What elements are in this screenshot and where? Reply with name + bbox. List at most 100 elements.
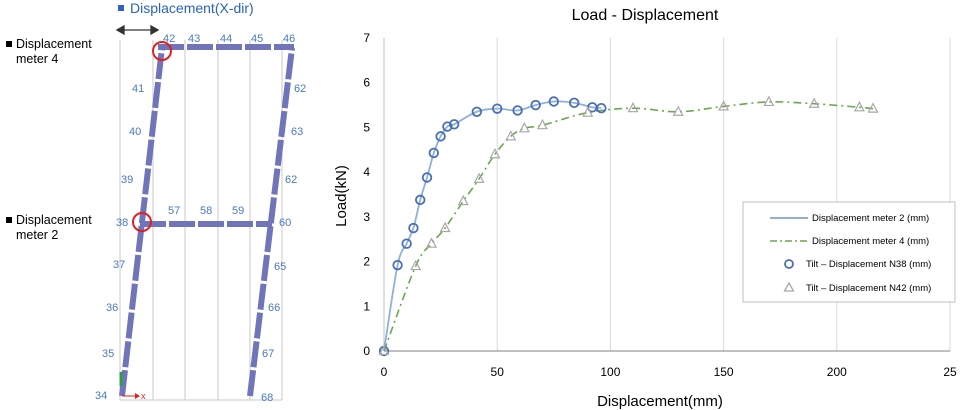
- data-point-n38: [428, 147, 440, 159]
- node-label: 67: [262, 348, 274, 360]
- node-label: 43: [188, 33, 200, 45]
- data-point-n38: [491, 103, 503, 114]
- data-point-n38: [401, 238, 412, 249]
- data-point-n42: [808, 97, 820, 108]
- y-tick-label: 1: [363, 299, 370, 313]
- data-point-n38: [408, 222, 419, 234]
- direction-bullet-icon: [118, 5, 124, 11]
- node-label: 65: [274, 261, 286, 273]
- data-point-n38: [471, 106, 483, 117]
- data-point-n42: [582, 106, 594, 117]
- chart-title: Load - Displacement: [572, 7, 719, 24]
- local-axis-arrow: x: [122, 391, 146, 401]
- node-label: 38: [116, 217, 128, 229]
- node-label: 68: [261, 392, 273, 404]
- data-point-n42: [473, 172, 485, 183]
- node-label: 42: [163, 33, 175, 45]
- meter2-label: Displacement meter 2: [6, 213, 92, 243]
- data-point-n42: [489, 147, 501, 159]
- meter4-circle: [152, 41, 172, 61]
- node-label: 63: [291, 126, 303, 138]
- local-axis-label: x: [141, 391, 146, 401]
- node-label: 37: [113, 259, 125, 271]
- chart-legend: Displacement meter 2 (mm) Displacement m…: [742, 201, 956, 303]
- legend-label: Tilt – Displacement N38 (mm): [806, 259, 931, 270]
- node-label: 59: [232, 205, 244, 217]
- direction-arrow: [115, 24, 160, 36]
- structure-diagram: Displacement(X-dir) 42 43 44 45 46 41 62…: [95, 0, 306, 404]
- data-point-n38: [421, 172, 433, 183]
- node-label: 60: [279, 217, 291, 229]
- y-tick-label: 3: [363, 210, 370, 224]
- data-point-n38: [512, 105, 523, 116]
- meter2-label-line1: Displacement: [16, 213, 92, 227]
- y-tick-label: 6: [363, 76, 370, 90]
- node-label: 34: [95, 390, 107, 402]
- x-axis-label: Displacement(mm): [597, 393, 723, 410]
- node-label: 57: [168, 205, 180, 217]
- data-point-n42: [867, 102, 879, 113]
- chart-series: [378, 95, 879, 357]
- data-point-n38: [392, 259, 403, 271]
- meter4-label-line1: Displacement: [16, 37, 92, 51]
- legend-label: Tilt – Displacement N42 (mm): [806, 283, 931, 294]
- data-point-n38: [415, 194, 426, 206]
- node-label: 35: [102, 348, 114, 360]
- y-tick-label: 0: [363, 344, 370, 358]
- chart-axes: [383, 38, 950, 352]
- y-axis-label: Load(kN): [333, 165, 350, 227]
- meter4-label-line2: meter 4: [16, 52, 59, 66]
- node-label: 58: [200, 205, 212, 217]
- node-label: 45: [251, 33, 263, 45]
- data-point-n42: [718, 100, 730, 111]
- x-tick-label: 25: [943, 365, 957, 379]
- bullet-icon: [6, 40, 12, 47]
- x-tick-label: 200: [827, 365, 847, 379]
- data-point-n42: [505, 130, 517, 141]
- x-tick-label: 150: [714, 365, 734, 379]
- node-label: 62: [294, 83, 306, 95]
- x-tick-label: 0: [381, 365, 388, 379]
- x-tick-label: 100: [600, 365, 620, 379]
- y-tick-label: 4: [363, 165, 370, 179]
- data-point-n42: [439, 221, 451, 233]
- data-point-n42: [378, 344, 390, 356]
- data-point-n42: [853, 101, 865, 112]
- data-point-n42: [672, 105, 684, 116]
- data-point-n38: [448, 119, 460, 130]
- data-point-n42: [763, 95, 775, 107]
- node-label: 40: [129, 126, 141, 138]
- data-point-n42: [627, 101, 639, 113]
- data-point-n38: [548, 96, 560, 107]
- chart-gridlines: [496, 38, 951, 351]
- frame-members: [119, 44, 295, 397]
- legend-swatch-circle: [784, 259, 794, 269]
- data-point-n38: [442, 121, 453, 132]
- legend-swatch-triangle: [783, 281, 795, 292]
- node-label: 44: [220, 33, 232, 45]
- bullet-icon: [6, 216, 12, 223]
- node-label: 46: [283, 33, 295, 45]
- direction-label: Displacement(X-dir): [130, 0, 254, 16]
- data-point-n38: [435, 131, 446, 142]
- data-point-n42: [457, 194, 469, 206]
- meter2-label-line2: meter 2: [16, 228, 59, 242]
- y-tick-label: 7: [363, 31, 370, 45]
- data-point-n42: [536, 118, 548, 130]
- data-point-n42: [410, 259, 422, 271]
- meter2-circle: [132, 212, 152, 232]
- data-point-n42: [518, 122, 530, 133]
- node-label: 66: [268, 302, 280, 314]
- node-label: 62: [285, 174, 297, 186]
- data-point-n38: [530, 99, 541, 111]
- y-tick-label: 2: [363, 255, 370, 269]
- data-point-n38: [596, 103, 607, 114]
- data-point-n42: [426, 237, 438, 248]
- meter4-label: Displacement meter 4: [6, 37, 92, 67]
- y-tick-label: 5: [363, 120, 370, 134]
- load-displacement-chart: Load - Displacement 0 50 100 150 200 25012345…: [333, 7, 957, 410]
- node-label: 36: [106, 302, 118, 314]
- legend-label: Displacement meter 2 (mm): [812, 213, 929, 224]
- node-label: 39: [121, 174, 133, 186]
